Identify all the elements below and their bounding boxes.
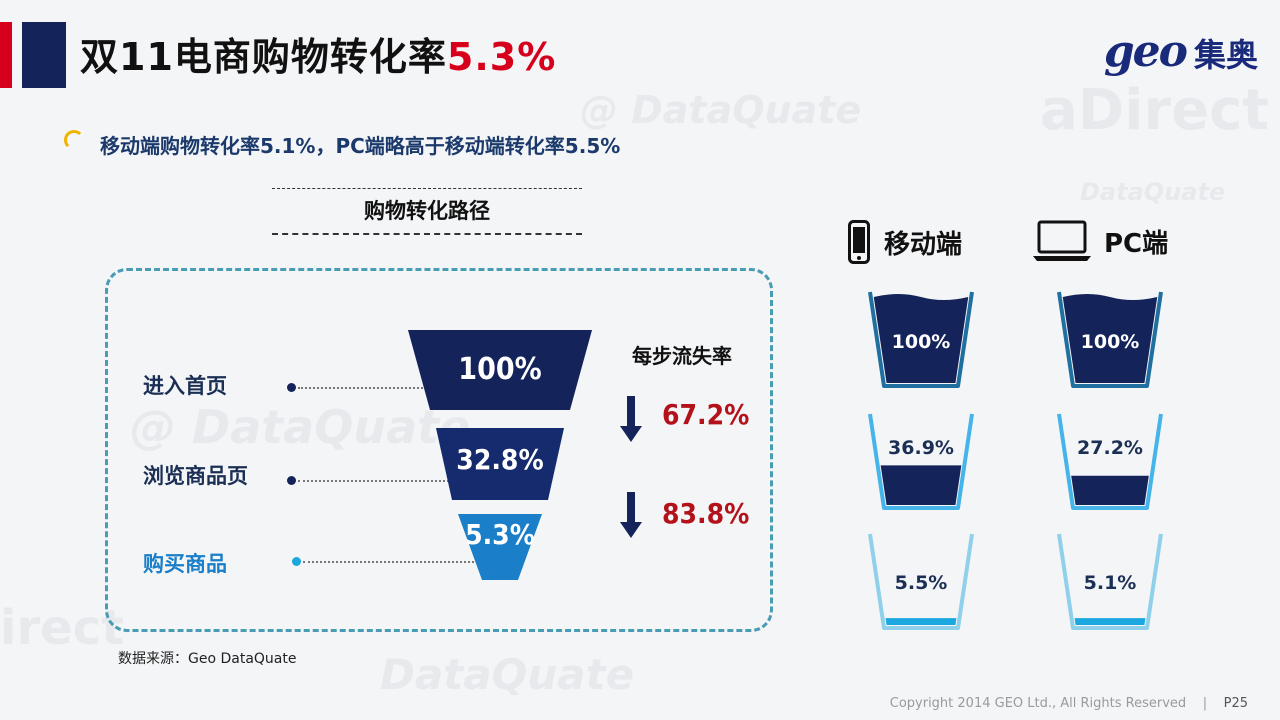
cup-value-mobile-3: 5.5% [894, 572, 948, 594]
stage-connector [303, 561, 478, 563]
stage-connector [298, 387, 430, 389]
cup-pc-1 [1057, 291, 1163, 388]
cup-value-mobile-1: 100% [891, 331, 951, 353]
arrow-down-icon [620, 396, 642, 442]
funnel-value-mid: 32.8% [456, 443, 544, 476]
device-pc-label: PC端 [1104, 228, 1169, 259]
cup-mobile-3 [868, 533, 974, 630]
cup-outline [868, 413, 974, 510]
bg-watermark: @ DataQuate [580, 88, 862, 132]
funnel-segment-bottom [458, 514, 542, 580]
stage-label-buy: 购买商品 [143, 552, 227, 576]
stage-dot [292, 557, 301, 566]
cup-outline [1057, 291, 1163, 388]
header-accent-red [0, 22, 12, 88]
cup-water [880, 465, 962, 505]
cup-water [873, 294, 969, 383]
cup-water [1071, 475, 1149, 505]
cup-value-mobile-2: 36.9% [888, 437, 954, 459]
funnel-value-bottom: 5.3% [465, 518, 535, 551]
device-mobile: 移动端 [848, 220, 962, 264]
loss-value-1: 67.2% [662, 398, 750, 431]
device-pc: PC端 [1032, 220, 1168, 262]
footer: Copyright 2014 GEO Ltd., All Rights Rese… [890, 696, 1248, 711]
device-mobile-label: 移动端 [884, 229, 963, 260]
funnel-segment-mid [436, 428, 564, 500]
page-title-main: 双11电商购物转化率 [80, 35, 447, 79]
stage-label-home: 进入首页 [143, 374, 227, 398]
arrow-down-icon [620, 492, 642, 538]
page-title-highlight: 5.3% [446, 35, 557, 79]
cup-value-pc-1: 100% [1080, 331, 1140, 353]
cup-outline [1057, 533, 1163, 630]
cup-pc-2 [1057, 413, 1163, 510]
stage-connector [298, 480, 453, 482]
funnel-segment-top [408, 330, 592, 410]
page-number: P25 [1223, 696, 1248, 711]
path-title: 购物转化路径 [272, 188, 582, 235]
page-title: 双11电商购物转化率5.3% [80, 26, 556, 81]
subtitle: 移动端购物转化率5.1%，PC端略高于移动端转化率5.5% [100, 134, 621, 158]
header-accent-navy [22, 22, 66, 88]
cup-pc-3 [1057, 533, 1163, 630]
bg-watermark: DataQuate [380, 650, 635, 699]
smartphone-icon [848, 220, 870, 264]
cup-water [1074, 618, 1146, 625]
funnel-value-top: 100% [458, 352, 542, 387]
bullet-icon [64, 130, 84, 150]
funnel-panel [105, 268, 773, 632]
cup-mobile-2 [868, 413, 974, 510]
stage-dot [287, 476, 296, 485]
stage-label-browse: 浏览商品页 [143, 464, 248, 488]
data-source: 数据来源：Geo DataQuate [118, 651, 297, 667]
cup-outline [868, 533, 974, 630]
logo-text: geo [1103, 26, 1188, 77]
cup-mobile-1 [868, 291, 974, 388]
cup-outline [868, 291, 974, 388]
cup-outline [1057, 413, 1163, 510]
logo-cn: 集奥 [1193, 36, 1258, 74]
cup-water [1062, 294, 1158, 383]
cup-value-pc-2: 27.2% [1077, 437, 1143, 459]
loss-value-2: 83.8% [662, 497, 750, 530]
laptop-icon [1033, 220, 1091, 261]
funnel-graphic [408, 330, 592, 580]
bg-watermark: aDirect [1040, 78, 1270, 143]
cup-value-pc-3: 5.1% [1083, 572, 1137, 594]
loss-title: 每步流失率 [632, 344, 732, 368]
brand-logo: geo 集奥 [1104, 26, 1258, 77]
bg-watermark: DataQuate [1080, 178, 1226, 206]
footer-separator: | [1202, 696, 1208, 711]
copyright: Copyright 2014 GEO Ltd., All Rights Rese… [889, 696, 1187, 711]
stage-dot [287, 383, 296, 392]
cup-water [885, 618, 957, 625]
